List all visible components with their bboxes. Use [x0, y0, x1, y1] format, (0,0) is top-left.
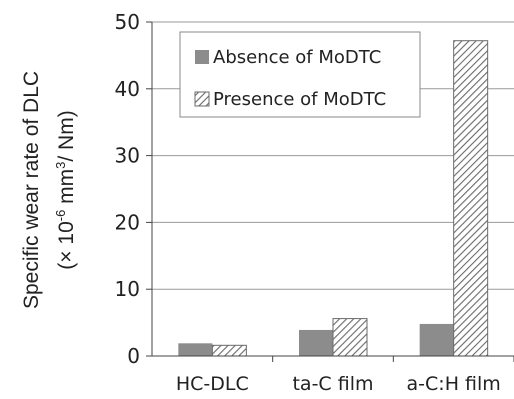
y-axis-title: Specific wear rate of DLC (× 10-6 mm3/ N…	[20, 71, 78, 309]
y-tick-labels: 0 10 20 30 40 50	[115, 10, 140, 368]
legend-swatch-absence	[195, 50, 209, 64]
bar-presence-0	[211, 344, 247, 357]
y-tick-label: 50	[115, 10, 140, 34]
legend-label-absence: Absence of MoDTC	[213, 47, 381, 68]
y-axis-title-line2-exp1: -6	[53, 210, 68, 222]
x-category-label: HC-DLC	[176, 373, 249, 395]
legend-swatch-presence	[194, 91, 210, 107]
y-tick-label: 40	[115, 77, 140, 101]
bar-absence-1	[299, 329, 333, 356]
axes	[146, 21, 514, 362]
y-axis-title-line2-prefix: (× 10	[55, 221, 78, 269]
x-tick-labels: HC-DLC ta-C film a-C:H film	[176, 373, 501, 395]
y-tick-label: 30	[115, 144, 140, 168]
y-axis-title-line2-suffix: / Nm)	[55, 110, 78, 161]
x-category-label: ta-C film	[292, 373, 373, 395]
bar-absence-0	[178, 343, 213, 356]
legend: Absence of MoDTC Presence of MoDTC	[179, 31, 421, 118]
svg-text:(× 10-6 mm3/ Nm): (× 10-6 mm3/ Nm)	[53, 110, 78, 269]
bar-absence-2	[419, 323, 454, 356]
legend-label-presence: Presence of MoDTC	[213, 89, 386, 110]
y-tick-label: 10	[115, 277, 140, 301]
bar-presence-1	[332, 318, 368, 357]
legend-box	[179, 31, 421, 118]
y-axis-title-line2-exp2: 3	[53, 162, 68, 169]
y-axis-title-line1: Specific wear rate of DLC	[20, 71, 43, 309]
y-axis-title-line2-mid: mm	[55, 169, 78, 210]
svg-text:Specific wear rate of DLC: Specific wear rate of DLC	[20, 71, 43, 309]
x-category-label: a-C:H film	[407, 373, 501, 395]
y-tick-label: 0	[127, 344, 140, 368]
bar-presence-2	[453, 40, 489, 357]
y-tick-label: 20	[115, 210, 140, 234]
